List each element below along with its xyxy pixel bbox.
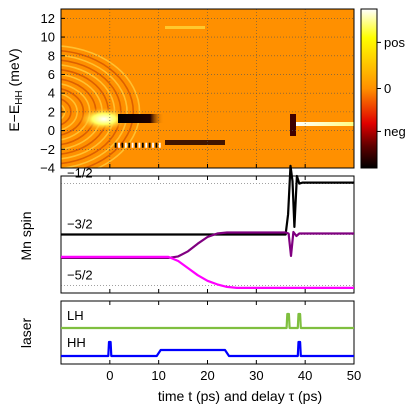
colorbar-label: neg [384,124,406,139]
laser-series-line [61,340,354,358]
x-tick-label: 50 [347,368,361,383]
bright-spot [78,107,130,131]
heatmap-ylabel: E−EHH (meV) [6,48,25,131]
y-tick-label: 12 [41,11,55,26]
spin-series-line [61,164,354,236]
x-tick-label: 30 [249,368,263,383]
laser-frame [60,300,355,365]
y-tick-label: −4 [40,161,55,176]
mn-spin-panel: −1/2 −3/2 −5/2 Mn spin [18,164,355,294]
y-tick-label: 10 [41,30,55,45]
x-tick-label: 20 [200,368,214,383]
x-axis-label: time t (ps) and delay τ (ps) [158,388,322,404]
heatmap-frame [60,8,355,169]
colorbar: pos 0 neg [360,8,406,169]
checker-cell [124,142,127,148]
laser-series-line [61,312,354,330]
neg-band-early [118,114,164,123]
colorbar-labels: pos 0 neg [377,35,406,139]
checker-cell [118,142,120,148]
fringe-arc [61,93,78,131]
colorbar-label: 0 [384,81,391,96]
y-tick-label: 4 [48,86,55,101]
colorbar-gradient [360,8,378,169]
checker-cell [135,142,137,148]
spin-x-ticks [109,176,355,293]
heatmap-y-ticks: −4 −2 0 2 4 6 8 10 12 [40,11,65,176]
y-tick-label: 6 [48,67,55,82]
neg-band-checkered [114,142,161,148]
laser-ylabel: laser [18,317,34,348]
x-tick-label: 10 [151,368,165,383]
checker-cell [114,142,117,148]
laser-series-label: LH [67,308,84,323]
y-tick-label: −2 [40,142,55,157]
checker-cell [131,142,134,148]
checker-cell [155,142,158,148]
y-tick-label: 0 [48,123,55,138]
mn-spin-ylabel: Mn spin [18,211,34,260]
checker-cell [158,142,161,148]
heatmap-panel: −4 −2 0 2 4 6 8 10 12 E−EHH (meV) [6,8,355,176]
pos-band [296,122,354,126]
neg-vertical-feature [290,114,296,136]
faint-line-top [165,26,205,29]
checker-cell [138,142,141,148]
checker-cell [128,142,131,148]
spin-series-line [61,255,354,289]
checker-cell [145,142,148,148]
neg-band-late [165,140,225,145]
x-tick-label: 40 [298,368,312,383]
spin-level-label: −1/2 [67,166,93,181]
spin-level-label: −5/2 [67,267,93,282]
checker-cell [152,142,154,148]
spin-series [61,164,354,289]
x-tick-label: 0 [106,368,113,383]
checker-cell [148,142,151,148]
y-tick-label: 8 [48,48,55,63]
checker-cell [141,142,144,148]
colorbar-label: pos [384,35,405,50]
spin-series-line [61,230,354,259]
laser-panel: LH HH 0 10 20 30 40 50 laser time t (ps) and d… [18,300,361,404]
checker-cell [121,142,124,148]
laser-series: LH HH [61,308,354,358]
laser-series-label: HH [67,335,86,350]
spin-level-label: −3/2 [67,217,93,232]
y-tick-label: 2 [48,104,55,119]
laser-x-ticks: 0 10 20 30 40 50 [106,301,361,383]
